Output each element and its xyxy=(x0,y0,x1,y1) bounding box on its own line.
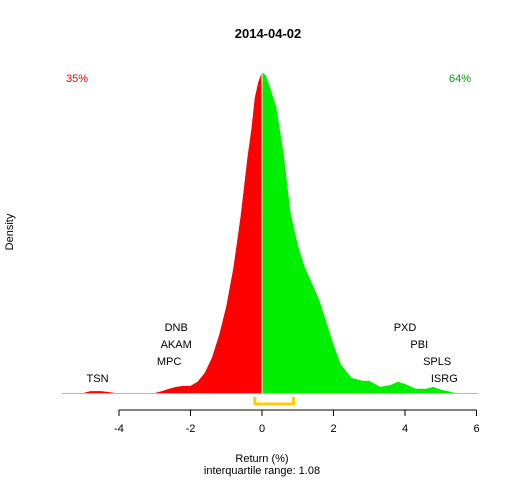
x-axis-label: Return (%) xyxy=(235,453,288,465)
x-tick-label: -4 xyxy=(114,423,124,435)
ticker-label-dnb: DNB xyxy=(165,322,188,334)
interquartile-range-bar xyxy=(253,397,295,406)
positive-percent-label: 64% xyxy=(449,73,471,85)
chart-title: 2014-04-02 xyxy=(235,26,302,41)
x-tick-label: 6 xyxy=(473,423,479,435)
x-tick-label: 0 xyxy=(259,423,265,435)
positive-return-area xyxy=(262,72,456,393)
x-tick-label: 2 xyxy=(330,423,336,435)
ticker-label-pxd: PXD xyxy=(394,322,417,334)
negative-percent-label: 35% xyxy=(66,73,88,85)
ticker-label-spls: SPLS xyxy=(423,356,451,368)
y-axis-label: Density xyxy=(4,213,16,250)
negative-return-area xyxy=(83,72,262,393)
ticker-label-tsn: TSN xyxy=(87,373,109,385)
x-tick-label: 4 xyxy=(402,423,408,435)
ticker-label-pbi: PBI xyxy=(410,339,428,351)
ticker-label-mpc: MPC xyxy=(157,356,182,368)
ticker-label-isrg: ISRG xyxy=(431,373,458,385)
x-tick-label: -2 xyxy=(186,423,196,435)
ticker-annotations: DNB AKAM MPC TSN PXD PBI SPLS ISRG xyxy=(87,322,458,385)
x-axis-ticks: -4 -2 0 2 4 6 xyxy=(114,410,480,435)
ticker-label-akam: AKAM xyxy=(161,339,192,351)
iqr-subtitle: interquartile range: 1.08 xyxy=(204,465,320,477)
